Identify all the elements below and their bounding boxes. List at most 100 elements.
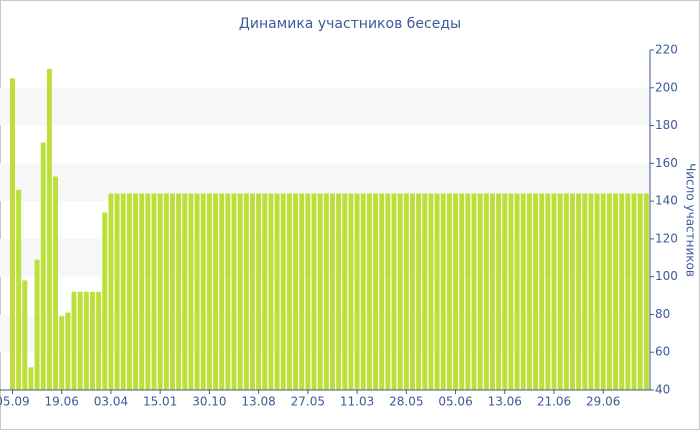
y-tick-label: 120: [655, 231, 678, 245]
bar: [625, 193, 631, 390]
bar: [139, 193, 145, 390]
bar: [59, 316, 65, 390]
bar: [477, 193, 483, 390]
bar: [170, 193, 175, 390]
bar: [514, 193, 520, 390]
bar: [637, 193, 643, 390]
bar: [96, 291, 102, 390]
bar: [471, 193, 477, 390]
bar: [163, 193, 169, 390]
bar: [268, 193, 274, 390]
bar: [526, 193, 532, 390]
bar: [83, 291, 89, 390]
y-tick-label: 100: [655, 269, 678, 283]
bar: [483, 193, 489, 390]
bar: [643, 193, 649, 390]
bar: [557, 193, 563, 390]
bar: [422, 193, 428, 390]
x-tick-label: 28.05: [389, 395, 423, 409]
bar: [317, 193, 323, 390]
bar: [385, 193, 391, 390]
bar: [342, 193, 348, 390]
bar: [219, 193, 225, 390]
bar: [213, 193, 219, 390]
bar: [403, 193, 409, 390]
x-tick-label: 21.06: [537, 395, 571, 409]
chart-title: Динамика участников беседы: [239, 16, 461, 32]
y-axis-title: Число участников: [684, 163, 698, 277]
bar: [305, 193, 311, 390]
bar: [416, 193, 422, 390]
bar: [582, 193, 588, 390]
bar: [459, 193, 465, 390]
bar: [520, 193, 526, 390]
bar: [434, 193, 440, 390]
bar: [545, 193, 551, 390]
bar: [157, 193, 163, 390]
y-tick-label: 80: [655, 307, 670, 321]
bar: [90, 291, 95, 390]
bar: [576, 193, 582, 390]
bar: [194, 193, 200, 390]
bar: [606, 193, 612, 390]
x-tick-label: 11.03: [340, 395, 374, 409]
bar: [366, 193, 372, 390]
bar: [588, 193, 594, 390]
bar: [102, 212, 108, 390]
y-tick-label: 60: [655, 345, 670, 359]
y-tick-label: 140: [655, 194, 678, 208]
bar: [46, 68, 52, 390]
bar: [182, 193, 188, 390]
bar: [40, 142, 46, 390]
bar: [243, 193, 249, 390]
bar: [379, 193, 385, 390]
grid-band: [0, 87, 650, 126]
y-tick-label: 200: [655, 80, 678, 94]
bar: [53, 176, 59, 390]
bar: [293, 193, 299, 390]
bar: [200, 193, 206, 390]
bar: [22, 280, 28, 390]
y-tick-label: 180: [655, 118, 678, 132]
x-tick-label: 13.08: [241, 395, 275, 409]
bar: [28, 367, 34, 390]
x-tick-label: 30.10: [192, 395, 226, 409]
x-tick-label: 05.06: [438, 395, 472, 409]
x-tick-label: 19.06: [45, 395, 79, 409]
bar: [65, 312, 71, 390]
bar: [428, 193, 434, 390]
bar: [120, 193, 126, 390]
bar: [631, 193, 637, 390]
bar: [613, 193, 619, 390]
bar: [440, 193, 446, 390]
bar: [397, 193, 403, 390]
bar: [354, 193, 360, 390]
bar: [600, 193, 606, 390]
bar: [539, 193, 545, 390]
bar: [311, 193, 317, 390]
bar: [262, 193, 268, 390]
y-tick-label: 40: [655, 383, 670, 397]
bar: [619, 193, 625, 390]
bar: [250, 193, 255, 390]
bar: [231, 193, 237, 390]
bar: [465, 193, 471, 390]
bar: [71, 291, 77, 390]
y-tick-label: 220: [655, 43, 678, 57]
bar: [391, 193, 397, 390]
bar: [133, 193, 139, 390]
bar: [188, 193, 194, 390]
bar: [108, 193, 114, 390]
bar: [508, 193, 514, 390]
bar: [206, 193, 212, 390]
bar: [126, 193, 132, 390]
x-tick-label: 15.01: [143, 395, 177, 409]
bar: [16, 189, 22, 390]
bar: [225, 193, 231, 390]
bar: [330, 193, 335, 390]
bar: [348, 193, 354, 390]
bar: [533, 193, 539, 390]
bar: [34, 259, 40, 390]
bar: [145, 193, 151, 390]
